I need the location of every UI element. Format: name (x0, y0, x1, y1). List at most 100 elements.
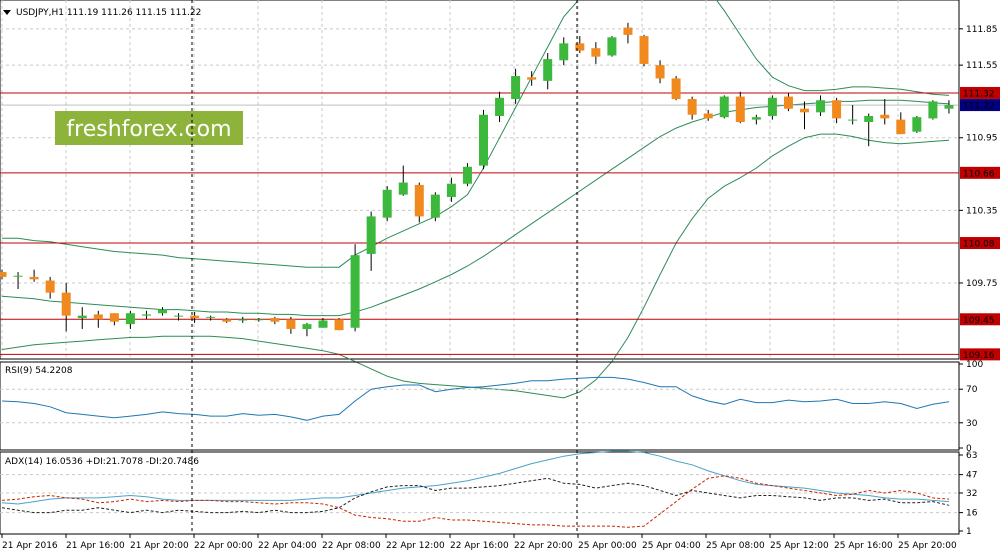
adx-axis: 63 47 32 16 1 (959, 451, 978, 537)
rsi-axis: 100 70 30 0 (959, 360, 983, 454)
bull-candle (848, 119, 858, 121)
level-price-tag (960, 348, 1000, 361)
time-tick-label: 22 Apr 04:00 (258, 541, 317, 551)
price-tick-label: 111.55 (966, 61, 998, 71)
level-price-tag (960, 86, 1000, 99)
bull-candle (254, 319, 264, 321)
time-tick-label: 22 Apr 00:00 (194, 541, 253, 551)
adx-tick-label: 1 (966, 527, 972, 537)
time-tick-label: 25 Apr 08:00 (706, 541, 765, 551)
level-price-label: 110.08 (963, 240, 995, 250)
bear-candle (832, 100, 842, 119)
time-tick-label: 22 Apr 20:00 (514, 541, 573, 551)
bear-candle (800, 108, 809, 113)
bull-candle (366, 216, 376, 254)
adx-tick-label: 32 (966, 489, 977, 499)
bear-candle (735, 96, 745, 123)
price-tick-label: 109.75 (966, 279, 998, 289)
bull-candle (174, 315, 184, 317)
watermark-bg (55, 111, 243, 145)
bear-candle (414, 184, 424, 217)
bull-candle (944, 105, 954, 109)
level-price-label: 111.32 (963, 89, 995, 99)
bull-candle (543, 59, 553, 81)
rsi-panel[interactable]: RSI(9) 54.2208 (0, 361, 960, 451)
bear-candle (639, 36, 649, 64)
bull-candle (767, 97, 777, 116)
adx-grid (0, 474, 959, 514)
adx-tick-label: 63 (966, 451, 977, 461)
level-price-tag (960, 313, 1000, 326)
bull-candle (928, 101, 938, 119)
rsi-polyline (1, 376, 950, 421)
time-tick-label: 22 Apr 16:00 (450, 541, 509, 551)
bull-candle (479, 114, 488, 166)
bear-candle (29, 276, 39, 280)
minus-di-line (1, 475, 950, 528)
time-tick-label: 21 Apr 16:00 (66, 541, 125, 551)
rsi-title: RSI(9) 54.2208 (5, 366, 73, 376)
bull-candle (607, 37, 617, 56)
price-tick-label: 110.35 (966, 206, 998, 216)
rsi-tick-label: 0 (966, 444, 972, 454)
adx-tick-label: 47 (966, 471, 977, 481)
level-price-label: 110.66 (963, 169, 995, 179)
price-axis: 111.85 111.55 110.95 110.35 109.75 111.32 110.… (959, 25, 1000, 361)
bear-candle (222, 319, 232, 322)
bull-candle (912, 117, 922, 132)
adx-tick-label: 16 (966, 509, 978, 519)
price-tick-label: 111.85 (966, 25, 998, 35)
rsi-tick-label: 70 (966, 385, 978, 395)
price-panel-border (0, 0, 960, 360)
bear-candle (623, 27, 633, 35)
time-tick-label: 25 Apr 04:00 (642, 541, 701, 551)
rsi-tick-label: 30 (966, 419, 978, 429)
bear-candle (286, 319, 296, 329)
bear-candle (783, 96, 793, 109)
bull-candle (559, 43, 569, 61)
bear-candle (334, 319, 344, 331)
bull-candle (398, 182, 408, 195)
bull-candle (302, 324, 312, 329)
bull-candle (158, 309, 167, 314)
bull-candle (206, 316, 216, 318)
price-tick-label: 110.95 (966, 134, 998, 144)
level-price-tag (960, 237, 1000, 250)
bull-candle (125, 313, 135, 325)
bull-candle (318, 320, 328, 328)
bear-candle (190, 315, 200, 319)
adx-panel[interactable]: ADX(14) 16.0536 +DI:21.7078 -DI:20.7486 (0, 450, 960, 535)
bear-candle (687, 99, 697, 115)
bear-candle (880, 114, 890, 119)
rsi-grid (0, 388, 959, 424)
rsi-tick-label: 100 (966, 360, 983, 370)
bear-candle (575, 43, 585, 51)
adx-main-line (1, 450, 950, 505)
bull-candle (462, 166, 472, 184)
level-price-tag (960, 166, 1000, 179)
bear-candle (896, 119, 906, 135)
lower-band-line (1, 133, 950, 399)
price-panel[interactable]: freshforex.com USDJPY,H1 111.19 111.26 1… (0, 0, 960, 399)
adx-lines (1, 450, 950, 528)
bear-candle (109, 313, 119, 322)
time-tick-label: 25 Apr 00:00 (578, 541, 637, 551)
bear-candle (45, 280, 55, 293)
rsi-line (1, 376, 950, 421)
chevron-down-icon[interactable] (3, 10, 11, 15)
horizontal-levels (0, 92, 959, 355)
bull-candle (751, 117, 761, 120)
current-price-tag (960, 99, 1000, 112)
bull-candle (864, 115, 874, 123)
bull-candle (430, 194, 440, 218)
bear-candle (527, 77, 537, 80)
bull-candle (77, 315, 87, 319)
current-price-label: 111.22 (963, 102, 995, 112)
symbol-info: USDJPY,H1 111.19 111.26 111.15 111.22 (16, 8, 201, 18)
plus-di-line (1, 477, 950, 514)
time-tick-label: 21 Apr 2016 (2, 541, 58, 551)
bear-candle (655, 65, 665, 79)
bear-candle (61, 292, 71, 316)
